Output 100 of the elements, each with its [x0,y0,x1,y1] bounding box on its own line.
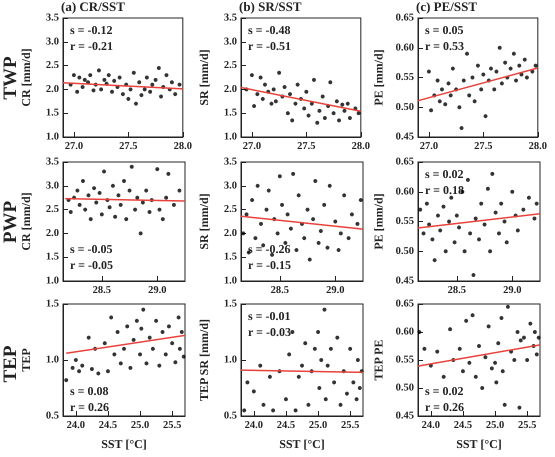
point [311,217,316,222]
point [499,202,504,206]
point [138,352,142,356]
point [334,99,339,104]
point [144,76,149,80]
point [472,99,477,104]
x-tick-label: 25.0 [130,420,150,431]
point [346,102,350,106]
point [320,94,325,99]
x-tick-label: 25.0 [308,420,328,431]
point [429,108,434,112]
y-tick-label: 0.65 [396,12,414,24]
point [306,114,311,118]
point [444,249,448,254]
point [306,402,310,407]
point [467,93,472,98]
x-tick-label: 29.0 [326,285,344,296]
y-tick-label: 3.0 [46,180,59,192]
point [280,202,284,207]
point [499,316,504,320]
annotation: r = -0.03 [248,325,291,339]
annotation: s = -0.26 [248,242,291,256]
point [173,92,178,96]
point [536,336,541,340]
x-tick-label: 29.0 [148,285,166,296]
point [266,188,271,193]
point [490,366,494,370]
point [506,304,510,309]
point [304,90,308,94]
point [96,371,100,376]
point [502,220,507,224]
point [157,208,162,212]
point [80,85,85,90]
point [252,104,256,108]
point [514,78,518,82]
point [350,212,354,216]
y-axis-title: TEP SR [mm/d] [197,318,211,402]
x-tick-label: 25.0 [486,420,504,431]
point [75,90,80,94]
point [144,361,148,366]
point [534,202,539,206]
text: PWP [0,199,22,245]
point [283,240,288,245]
point [336,248,341,252]
point [302,236,306,240]
point [442,204,446,209]
point [286,111,290,116]
point [141,308,146,312]
y-axis-title: SR [mm/d] [197,49,211,106]
point [342,193,346,198]
point [436,78,440,82]
point [134,102,138,106]
y-tick-label: 0.50 [396,382,414,394]
x-axis-title: SST [°C] [456,437,502,451]
x-tick-label: 28.0 [174,141,192,152]
point [80,364,84,368]
annotation: s = 0.08 [70,384,109,398]
point [172,202,176,207]
y-tick-label: 3.5 [224,156,237,168]
point [504,240,509,244]
point [148,90,152,94]
point [524,76,529,80]
point [422,346,426,351]
point [503,60,508,65]
point [120,92,125,96]
point [498,46,502,50]
point [86,336,91,340]
point [258,364,262,368]
point [532,330,537,334]
point [170,341,174,346]
annotation: r = -0.21 [70,39,113,53]
point [272,87,276,92]
point [244,212,249,216]
point [534,352,539,356]
point [258,222,263,226]
point [253,236,258,240]
point [284,397,288,402]
point [102,78,106,82]
point [521,208,526,212]
point [316,330,320,334]
y-tick-label: 2.5 [224,204,237,216]
point [332,380,336,384]
point [306,208,310,212]
y-tick-label: 0.60 [396,186,414,198]
y-tick-label: 0.65 [396,298,414,310]
point [106,369,110,374]
y-tick-label: 2.0 [224,84,237,95]
point [166,172,170,176]
point [338,231,343,236]
x-tick-label: 27.0 [242,141,262,152]
point [150,346,155,351]
point [176,315,181,320]
point [132,338,136,342]
point [160,330,165,334]
y-tick-label: 0.50 [396,102,414,113]
x-tick-label: 27.0 [64,141,84,152]
point [486,186,490,191]
point [137,80,142,84]
x-tick-label: 24.0 [422,420,440,431]
point [319,358,324,362]
